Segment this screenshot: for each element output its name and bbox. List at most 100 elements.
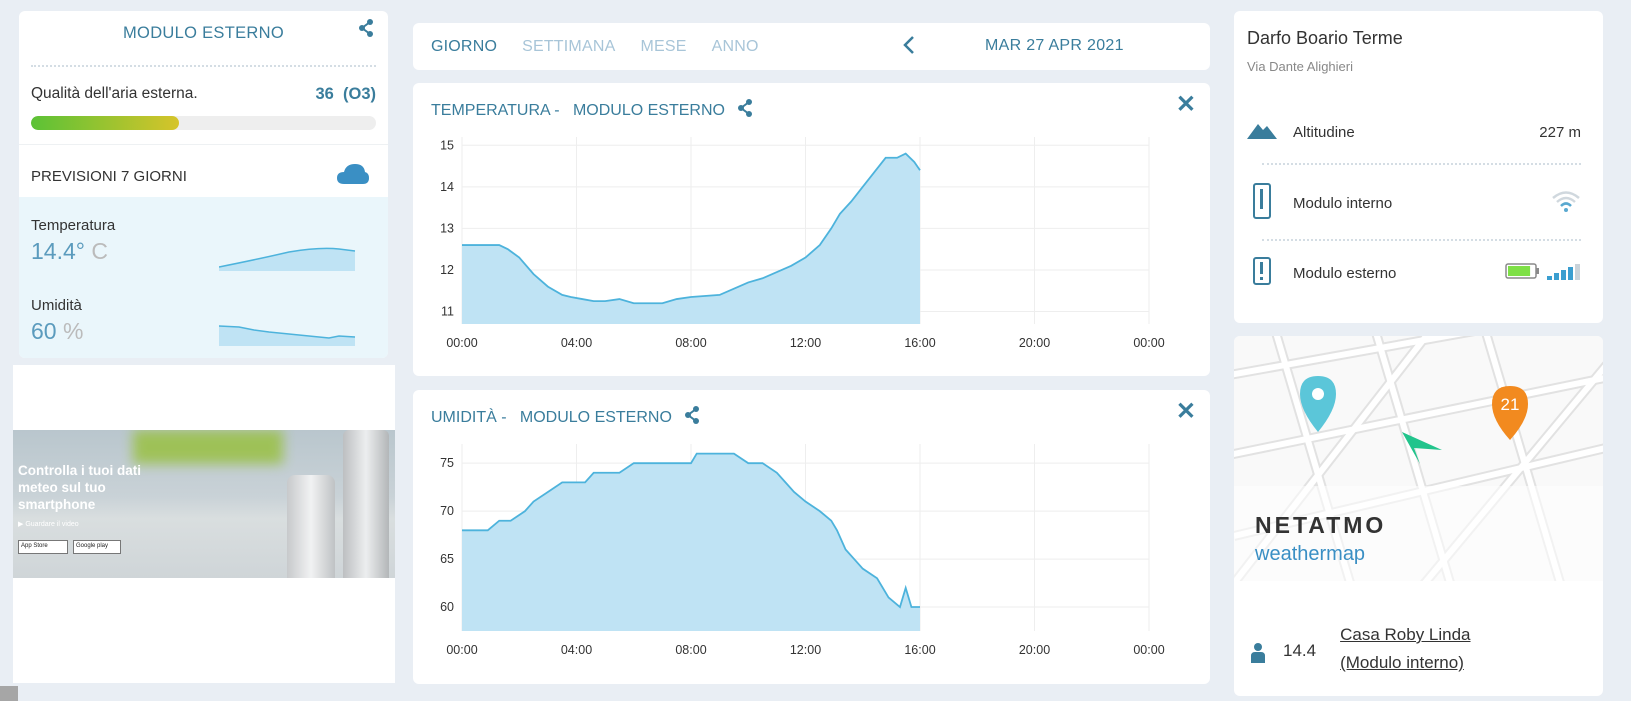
weathermap-card[interactable]: 21 NETATMO weathermap 14.4 Casa Roby Lin… xyxy=(1234,336,1603,696)
share-icon[interactable] xyxy=(684,406,700,429)
x-tick-label: 12:00 xyxy=(790,643,821,657)
navigation-arrow-icon[interactable] xyxy=(1402,432,1442,464)
series-area xyxy=(462,153,920,324)
y-tick-label: 60 xyxy=(440,600,454,614)
air-quality-bar-fill xyxy=(31,116,180,130)
temperature-chart-title: TEMPERATURA - MODULO ESTERNO xyxy=(431,99,753,122)
humidity-unit: % xyxy=(62,318,84,344)
signal-bar xyxy=(1547,276,1552,280)
signal-bar xyxy=(1561,270,1566,280)
weathermap-label: weathermap xyxy=(1255,543,1366,565)
x-tick-label: 16:00 xyxy=(904,643,935,657)
module-title: MODULO ESTERNO xyxy=(123,23,284,42)
temperature-chart: 11 12 13 14 15 00:00 04:00 08:00 12:00 16:00 20:00… xyxy=(440,137,1165,350)
map-station-marker[interactable]: 21 xyxy=(1492,386,1528,440)
y-tick-label: 13 xyxy=(440,221,454,235)
temperature-unit: C xyxy=(91,238,108,264)
y-tick-label: 65 xyxy=(440,552,454,566)
signal-bar xyxy=(1554,273,1559,280)
close-icon[interactable]: ✕ xyxy=(1175,398,1196,425)
indoor-device-image xyxy=(287,475,335,578)
current-date: MAR 27 APR 2021 xyxy=(985,37,1124,54)
indoor-module-label: Modulo interno xyxy=(1293,194,1393,212)
altitude-value: 227 m xyxy=(1539,123,1581,141)
current-readings-panel: Temperatura 14.4° C Umidità 60 % xyxy=(19,197,388,358)
google-play-badge[interactable]: Google play xyxy=(73,540,121,554)
temperature-label: Temperatura xyxy=(31,217,116,234)
indoor-module-icon xyxy=(1247,183,1277,223)
y-tick-label: 70 xyxy=(440,504,454,518)
y-tick-label: 12 xyxy=(440,263,454,277)
location-street: Via Dante Alighieri xyxy=(1247,59,1353,74)
air-quality-label: Qualità dell'aria esterna. xyxy=(31,85,198,102)
x-tick-label: 08:00 xyxy=(675,643,706,657)
signal-bar xyxy=(1568,267,1573,280)
scrollbar-thumb[interactable] xyxy=(0,686,18,701)
mountain-icon xyxy=(1247,121,1277,143)
tab-settimana[interactable]: SETTIMANA xyxy=(522,37,616,55)
signal-bar xyxy=(1575,264,1580,280)
signal-icon xyxy=(1547,262,1581,284)
x-tick-label: 00:00 xyxy=(446,336,477,350)
chevron-left-icon[interactable] xyxy=(903,35,915,60)
x-tick-label: 20:00 xyxy=(1019,336,1050,350)
series-area xyxy=(462,453,920,631)
x-tick-label: 00:00 xyxy=(1133,643,1164,657)
air-quality-bar xyxy=(31,116,376,130)
tab-mese[interactable]: MESE xyxy=(640,37,687,55)
humidity-chart-card: UMIDITÀ - MODULO ESTERNO ✕ 60 65 70 75 00:00… xyxy=(413,390,1210,684)
outdoor-module-label: Modulo esterno xyxy=(1293,264,1397,282)
air-quality-row: Qualità dell'aria esterna. 36 (O3) xyxy=(19,67,388,104)
promo-banner[interactable]: Controlla i tuoi dati meteo sul tuo smar… xyxy=(13,365,395,683)
temperature-value: 14.4° xyxy=(31,238,85,264)
share-icon[interactable] xyxy=(737,99,753,122)
y-tick-label: 14 xyxy=(440,180,454,194)
temperature-reading: Temperatura 14.4° C xyxy=(31,217,115,265)
y-tick-label: 15 xyxy=(440,138,454,152)
outdoor-module-icon xyxy=(1247,256,1277,290)
humidity-value: 60 xyxy=(31,318,57,344)
tab-anno[interactable]: ANNO xyxy=(711,37,759,55)
forecast-button[interactable]: PREVISIONI 7 GIORNI xyxy=(19,145,388,207)
tab-giorno[interactable]: GIORNO xyxy=(431,37,498,55)
map-background[interactable]: 21 xyxy=(1234,336,1603,581)
cloud-icon xyxy=(336,163,370,189)
station-temp: 14.4 xyxy=(1283,641,1317,660)
humidity-chart-title: UMIDITÀ - MODULO ESTERNO xyxy=(431,406,700,429)
station-name-link[interactable]: Casa Roby Linda (Modulo interno) xyxy=(1340,625,1471,672)
indoor-module-row[interactable]: Modulo interno xyxy=(1247,183,1581,223)
air-quality-value: 36 (O3) xyxy=(315,85,376,103)
humidity-reading: Umidità 60 % xyxy=(31,297,83,345)
outdoor-module-card: MODULO ESTERNO Qualità dell'aria esterna… xyxy=(19,11,388,358)
location-city: Darfo Boario Terme xyxy=(1247,28,1403,48)
dotted-divider xyxy=(31,65,376,67)
person-icon xyxy=(1251,643,1265,668)
map-pin-icon[interactable] xyxy=(1300,376,1336,432)
temperature-chart-card: TEMPERATURA - MODULO ESTERNO ✕ 11 12 13 14 1… xyxy=(413,83,1210,376)
promo-video-link[interactable]: ▶ Guardare il video xyxy=(18,521,79,528)
x-tick-label: 20:00 xyxy=(1019,643,1050,657)
x-tick-label: 00:00 xyxy=(1133,336,1164,350)
station-entry[interactable]: 14.4 Casa Roby Linda (Modulo interno) xyxy=(1251,621,1471,677)
close-icon[interactable]: ✕ xyxy=(1175,91,1196,118)
humidity-sparkline xyxy=(219,325,356,346)
outdoor-module-row[interactable]: Modulo esterno xyxy=(1247,256,1581,290)
series-line xyxy=(462,152,921,305)
x-tick-label: 16:00 xyxy=(904,336,935,350)
x-tick-label: 00:00 xyxy=(446,643,477,657)
promo-image[interactable]: Controlla i tuoi dati meteo sul tuo smar… xyxy=(13,430,395,578)
y-tick-label: 11 xyxy=(441,305,454,319)
outdoor-device-image xyxy=(343,430,389,578)
x-tick-label: 12:00 xyxy=(790,336,821,350)
altitude-row: Altitudine 227 m xyxy=(1247,121,1581,143)
temperature-sparkline xyxy=(219,247,356,271)
altitude-label: Altitudine xyxy=(1293,123,1355,141)
station-info-card: Darfo Boario Terme Via Dante Alighieri A… xyxy=(1234,11,1603,323)
app-store-badge[interactable]: App Store xyxy=(18,540,68,554)
netatmo-logo: NETATMO xyxy=(1255,512,1387,538)
marker-count: 21 xyxy=(1501,395,1520,414)
wifi-icon xyxy=(1551,190,1581,216)
x-tick-label: 08:00 xyxy=(675,336,706,350)
humidity-label: Umidità xyxy=(31,297,82,314)
share-icon[interactable] xyxy=(358,19,374,42)
